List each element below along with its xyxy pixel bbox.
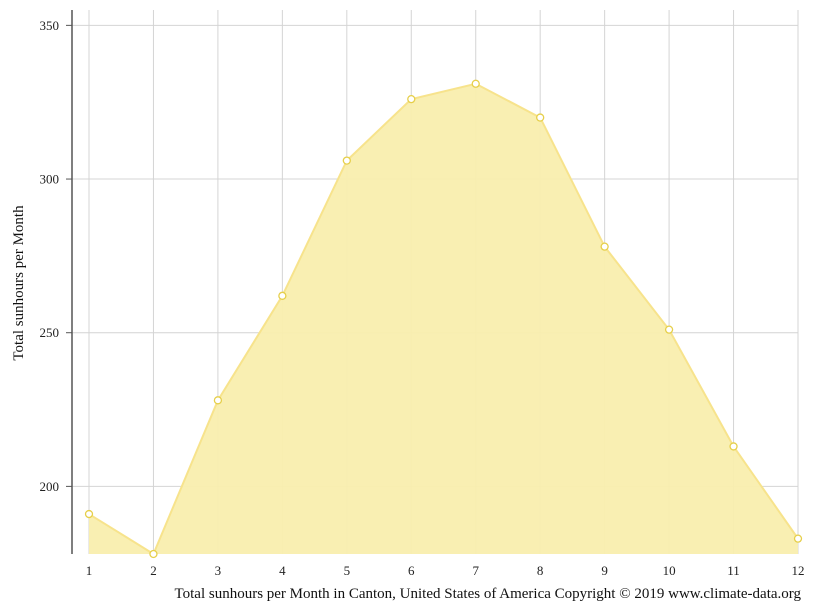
y-tick-label: 300 [40,172,60,187]
sunhours-area [89,83,798,555]
x-tick-label: 8 [537,563,544,578]
x-tick-label: 3 [215,563,222,578]
data-point [213,396,223,405]
axes [66,10,73,554]
x-tick-label: 2 [150,563,157,578]
data-point [149,549,158,559]
data-point [278,291,287,300]
x-tick-label: 11 [727,563,740,578]
x-tick-label: 5 [344,563,351,578]
data-point [84,509,94,519]
y-axis-title: Total sunhours per Month [11,205,27,361]
x-tick-label: 4 [279,563,286,578]
data-point [600,242,609,251]
sunhours-line [88,82,799,556]
data-point [536,113,545,122]
x-tick-label: 7 [472,563,479,578]
data-point [729,442,738,451]
chart-caption: Total sunhours per Month in Canton, Unit… [175,586,802,602]
data-point [664,325,674,334]
data-points [84,79,803,559]
data-point [471,79,480,88]
data-point [793,534,803,543]
x-tick-label: 10 [663,563,676,578]
y-tick-label: 200 [40,479,60,494]
data-point [342,156,351,165]
x-tick-label: 6 [408,563,415,578]
x-tick-label: 9 [601,563,608,578]
x-tick-label: 12 [792,563,805,578]
y-tick-label: 350 [40,18,60,33]
y-tick-label: 250 [40,325,60,340]
x-tick-label: 1 [86,563,93,578]
data-point [407,94,416,104]
